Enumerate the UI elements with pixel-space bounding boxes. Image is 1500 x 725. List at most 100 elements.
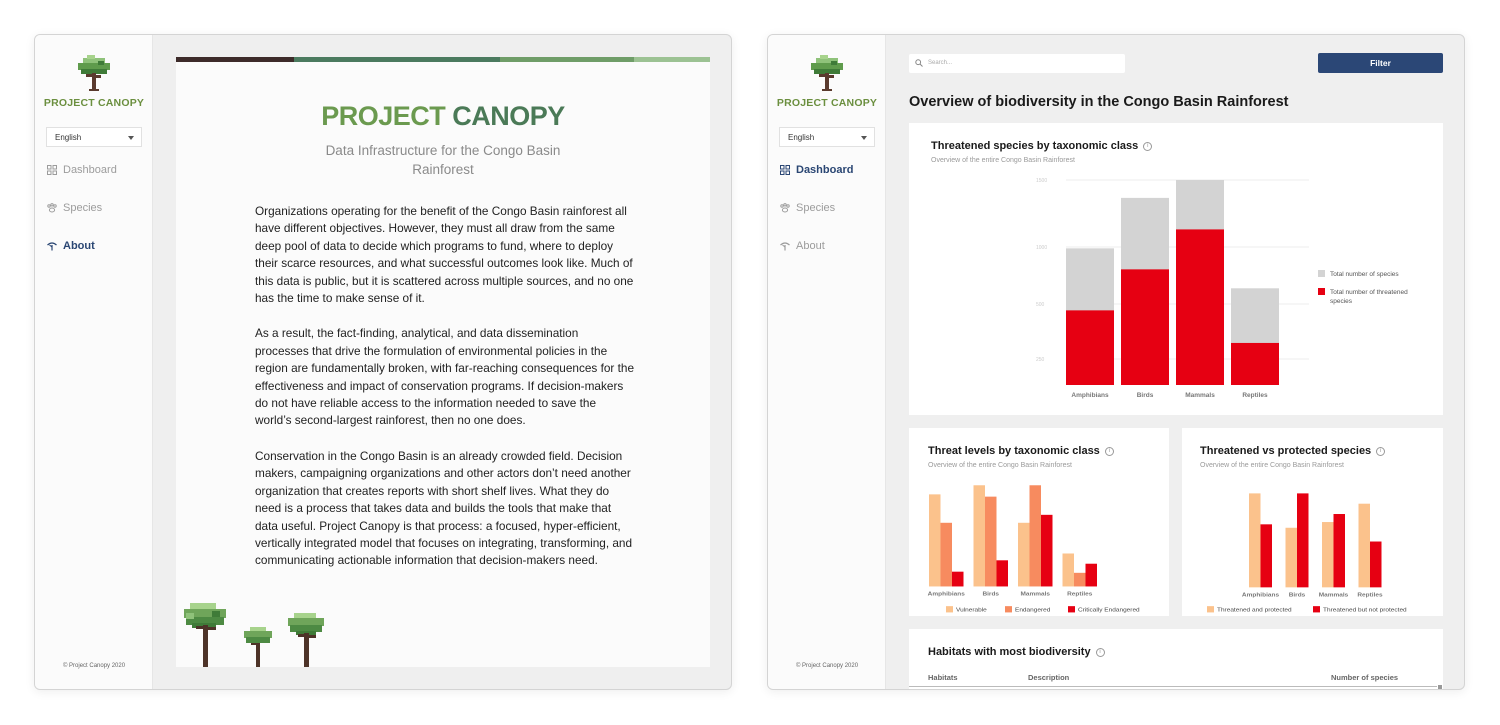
tree-icon: [288, 613, 324, 667]
y-tick-label: 250: [1036, 357, 1045, 363]
color-bar: [176, 57, 710, 62]
bar: [1249, 493, 1261, 588]
bar: [985, 496, 997, 587]
column-header[interactable]: Number of species: [1331, 673, 1399, 682]
x-tick-label: Reptiles: [1242, 392, 1268, 399]
legend-label: Threatened and protected: [1217, 607, 1292, 614]
chart-card-threat-levels: Threat levels by taxonomic class i Overvi…: [909, 428, 1169, 616]
x-tick-label: Mammals: [1020, 591, 1050, 598]
bar: [1041, 514, 1053, 587]
nav-item-label: About: [63, 240, 95, 252]
language-select[interactable]: English: [46, 127, 142, 147]
x-tick-label: Amphibians: [1242, 592, 1280, 599]
chart-title: Threatened species by taxonomic class i: [931, 140, 1153, 152]
legend-swatch: [1005, 606, 1012, 613]
chart-card-threatened-species: Threatened species by taxonomic class i O…: [909, 123, 1443, 415]
x-tick-label: Mammals: [1319, 592, 1349, 599]
bar: [1370, 541, 1382, 588]
bar: [1029, 485, 1041, 587]
nav-item-about[interactable]: About: [780, 240, 825, 252]
nav-item-about[interactable]: About: [47, 240, 95, 252]
y-tick-label: 1500: [1036, 178, 1047, 184]
color-bar-segment: [176, 57, 294, 62]
filter-button[interactable]: Filter: [1318, 53, 1443, 73]
legend-swatch: [1207, 606, 1214, 613]
bar: [1231, 342, 1279, 385]
color-bar-segment: [500, 57, 634, 62]
column-header[interactable]: Description: [1028, 673, 1070, 682]
grid-icon: [47, 165, 57, 175]
bar: [1074, 572, 1086, 587]
nav-item-label: Species: [63, 202, 103, 214]
legend-swatch: [1313, 606, 1320, 613]
tree-logo-icon: [78, 55, 110, 91]
bar: [1176, 229, 1224, 385]
x-tick-label: Birds: [1137, 392, 1154, 399]
tree-logo-icon: [811, 55, 843, 91]
column-header[interactable]: Habitats: [928, 673, 958, 682]
logo[interactable]: PROJECT CANOPY: [35, 53, 153, 109]
x-tick-label: Reptiles: [1357, 592, 1383, 599]
habitats-table-card: Habitats with most biodiversity i Habitat…: [909, 629, 1443, 689]
legend-label: species: [1330, 298, 1353, 305]
language-select[interactable]: English: [779, 127, 875, 147]
chevron-down-icon: [861, 136, 867, 140]
search-placeholder: Search...: [928, 60, 953, 66]
nav-item-label: Species: [796, 202, 836, 214]
nav-item-label: Dashboard: [796, 164, 854, 176]
bar: [996, 560, 1008, 587]
chart-title: Threat levels by taxonomic class i: [928, 445, 1114, 457]
bar: [1066, 310, 1114, 385]
chart-subtitle: Overview of the entire Congo Basin Rainf…: [928, 462, 1072, 469]
bar: [1260, 524, 1272, 588]
legend-swatch: [946, 606, 953, 613]
info-icon[interactable]: i: [1104, 446, 1114, 456]
x-tick-label: Mammals: [1185, 392, 1215, 399]
info-icon[interactable]: i: [1095, 647, 1105, 657]
nav-item-species[interactable]: Species: [780, 202, 835, 214]
footer-copyright: © Project Canopy 2020: [62, 663, 126, 669]
stacked-bar-chart: 1500 1000 500 250 Amphibians Birds Mammals Rept…: [1036, 178, 1408, 399]
bar: [1062, 553, 1074, 587]
info-icon[interactable]: i: [1376, 446, 1386, 456]
bar: [1121, 269, 1169, 385]
chart-title-text: Threat levels by taxonomic class: [928, 445, 1100, 457]
y-tick-label: 500: [1036, 302, 1045, 308]
logo[interactable]: PROJECT CANOPY: [768, 53, 886, 109]
table-divider: [909, 686, 1437, 687]
logo-text: PROJECT CANOPY: [776, 97, 878, 109]
search-input[interactable]: Search...: [909, 54, 1125, 73]
bar: [952, 571, 964, 587]
chart-title-text: Threatened vs protected species: [1200, 445, 1372, 457]
bar: [1285, 527, 1297, 588]
bar: [1297, 493, 1309, 588]
bar: [1333, 514, 1345, 588]
chart-card-threatened-vs-protected: Threatened vs protected species i Overvie…: [1182, 428, 1443, 616]
grid-icon: [780, 165, 790, 175]
x-tick-label: Birds: [1289, 592, 1306, 599]
paragraph: As a result, the fact-finding, analytica…: [255, 326, 635, 428]
grouped-bar-chart: Amphibians Birds Mammals Reptiles Vulnerable…: [928, 485, 1140, 614]
legend-label: Critically Endangered: [1078, 607, 1140, 614]
color-bar-segment: [634, 57, 710, 62]
bar: [973, 485, 985, 587]
bar: [1085, 563, 1097, 587]
info-icon[interactable]: i: [1143, 141, 1153, 151]
chart-subtitle: Overview of the entire Congo Basin Rainf…: [1200, 462, 1344, 469]
nav-item-species[interactable]: Species: [47, 202, 102, 214]
color-bar-segment: [294, 57, 500, 62]
legend-label: Total number of threatened: [1330, 289, 1408, 296]
nav-item-dashboard[interactable]: Dashboard: [780, 164, 853, 176]
x-tick-label: Birds: [982, 591, 999, 598]
nav-item-dashboard[interactable]: Dashboard: [47, 164, 117, 176]
tree-icon: [184, 603, 226, 667]
page-title: PROJECT CANOPY: [176, 101, 710, 132]
table-title-text: Habitats with most biodiversity: [928, 646, 1091, 658]
paragraph: Conservation in the Congo Basin is an al…: [255, 448, 633, 568]
about-card: PROJECT CANOPY Data Infrastructure for t…: [176, 57, 710, 667]
legend-label: Endangered: [1015, 607, 1051, 614]
legend-label: Threatened but not protected: [1323, 607, 1407, 614]
bar: [940, 522, 952, 587]
scrollbar[interactable]: [1438, 685, 1442, 689]
sidebar: PROJECT CANOPY English Dashboard Species…: [35, 35, 153, 689]
